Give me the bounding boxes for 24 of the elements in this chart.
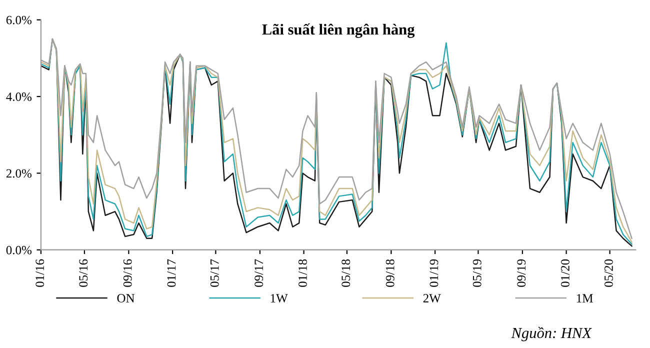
legend-label: ON bbox=[117, 294, 135, 302]
x-tick-label: 05/18 bbox=[342, 259, 350, 287]
y-tick-label: 4.0% bbox=[6, 92, 32, 102]
chart-title: Lãi suất liên ngân hàng bbox=[262, 23, 415, 38]
x-tick-label: 01/16 bbox=[36, 259, 44, 287]
x-tick-label: 01/17 bbox=[167, 259, 176, 287]
x-tick-label: 05/20 bbox=[604, 259, 613, 287]
legend-label: 1M bbox=[576, 294, 593, 302]
x-tick-label: 05/16 bbox=[79, 259, 88, 287]
legend-label: 2W bbox=[423, 294, 441, 303]
x-tick-label: 09/19 bbox=[517, 259, 526, 287]
text: Nguồn: HNX bbox=[511, 326, 592, 342]
y-tick-label: 0.0% bbox=[6, 246, 32, 254]
x-tick-label: 09/16 bbox=[123, 259, 132, 287]
x-tick-label: 05/17 bbox=[210, 259, 219, 287]
x-tick-label: 09/17 bbox=[254, 259, 264, 287]
y-tick-label: 6.0% bbox=[6, 16, 32, 24]
x-tick-label: 01/18 bbox=[298, 259, 307, 287]
x-tick-label: 01/20 bbox=[560, 259, 570, 287]
x-tick-label: 09/18 bbox=[386, 259, 394, 287]
x-tick-label: 01/19 bbox=[430, 259, 438, 287]
legend-label: 1W bbox=[270, 294, 288, 303]
x-tick-label: 05/19 bbox=[472, 259, 482, 287]
y-tick-label: 2.0% bbox=[6, 169, 32, 178]
